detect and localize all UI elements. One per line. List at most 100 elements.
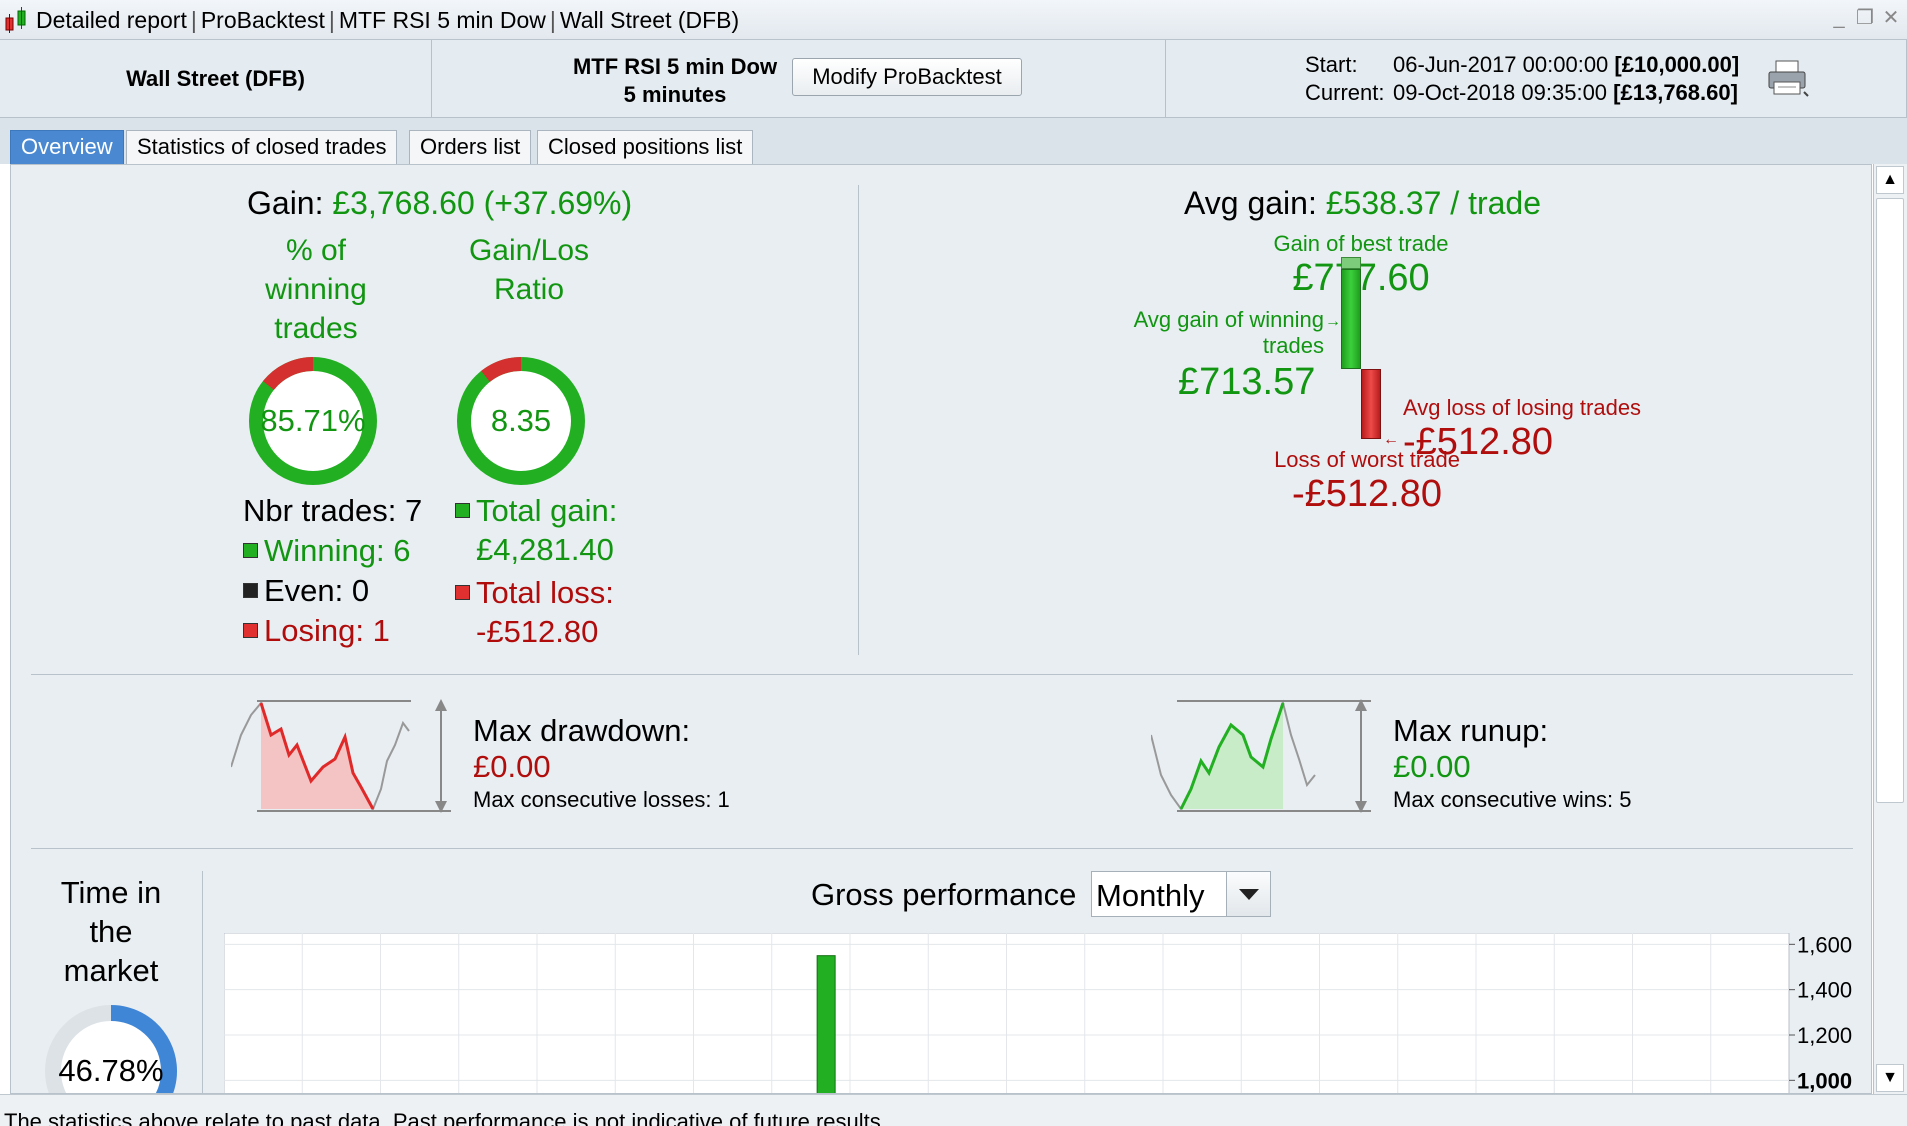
gain-summary: Gain: £3,768.60 (+37.69%) [247, 185, 632, 222]
avg-win-value: £713.57 [1178, 361, 1316, 403]
totals: Total gain: £4,281.40 Total loss: -£512.… [455, 491, 617, 651]
tab-bar: Overview Statistics of closed trades Ord… [0, 118, 1907, 164]
candlestick-app-icon [5, 7, 26, 33]
chart-y-tick-label: 1,600 [1797, 933, 1852, 957]
chart-y-tick-label: 1,400 [1797, 978, 1852, 1003]
chart-bar [816, 955, 836, 1093]
vertical-scrollbar[interactable]: ▲ ▼ [1873, 164, 1907, 1094]
avg-gain-label: Avg gain: [1184, 185, 1317, 221]
winning-count: Winning: 6 [264, 533, 411, 568]
trade-counts: Nbr trades: 7 Winning: 6 Even: 0 Losing:… [243, 491, 422, 651]
max-consecutive-wins: Max consecutive wins: 5 [1393, 787, 1632, 812]
worst-trade-label: Loss of worst trade [1274, 447, 1460, 472]
gross-performance-label: Gross performance [811, 877, 1077, 912]
chart-y-ticks: 1,600 1,400 1,200 1,000 [1789, 933, 1852, 1093]
period-cell: Start: 06-Jun-2017 00:00:00 [£10,000.00]… [1166, 40, 1907, 118]
max-consecutive-losses: Max consecutive losses: 1 [473, 787, 730, 812]
best-trade-label: Gain of best trade [1273, 231, 1449, 256]
total-gain-legend-square [455, 503, 470, 519]
period-select[interactable]: Monthly [1091, 871, 1271, 917]
current-value: 09-Oct-2018 09:35:00 [£13,768.60] [1393, 80, 1738, 105]
nbr-trades: Nbr trades: 7 [243, 493, 423, 528]
chevron-down-icon[interactable] [1226, 872, 1270, 916]
time-in-market-value: 46.78% [58, 1053, 163, 1088]
start-value: 06-Jun-2017 00:00:00 [£10,000.00] [1393, 52, 1740, 77]
losing-count: Losing: 1 [264, 613, 390, 648]
avg-win-label: Avg gain of winning trades [1133, 307, 1324, 358]
strategy-info: MTF RSI 5 min Dow 5 minutes [560, 53, 790, 109]
avg-win-arrow-icon: → [1325, 313, 1341, 330]
avg-win-bar [1341, 269, 1361, 369]
scroll-down-icon[interactable]: ▼ [1876, 1064, 1904, 1092]
start-label: Start: [1305, 52, 1358, 77]
tab-overview[interactable]: Overview [10, 130, 124, 164]
strategy-name: MTF RSI 5 min Dow [572, 54, 778, 79]
avg-gain-summary: Avg gain: £538.37 / trade [1184, 185, 1541, 222]
minimize-icon[interactable]: _ [1833, 7, 1845, 29]
section-divider-v2 [202, 871, 203, 1093]
winning-pct-value: 85.71% [260, 403, 365, 438]
drawdown-sparkline-icon [231, 699, 451, 813]
max-drawdown-value: £0.00 [473, 749, 551, 784]
footer: The statistics above relate to past data… [0, 1094, 1907, 1126]
chart-bars [816, 955, 836, 1093]
runup-sparkline-icon [1151, 699, 1371, 813]
section-divider-h2 [31, 848, 1853, 849]
time-in-market-label: Time in the market [60, 875, 162, 988]
worst-trade-value: -£512.80 [1291, 473, 1442, 515]
close-icon[interactable]: ✕ [1882, 7, 1900, 29]
gain-loss-ratio-label: Gain/Los Ratio [468, 234, 590, 306]
best-trade-bar-cap [1341, 257, 1361, 269]
tab-statistics-closed-trades[interactable]: Statistics of closed trades [126, 130, 398, 164]
instrument-name: Wall Street (DFB) [0, 40, 432, 118]
printer-icon[interactable] [1766, 58, 1810, 98]
scroll-up-icon[interactable]: ▲ [1876, 166, 1904, 194]
section-divider [858, 185, 859, 655]
winning-pct-donut: 85.71% [249, 357, 377, 485]
gross-performance-chart: 1,600 1,400 1,200 1,000 [224, 933, 1852, 1093]
tab-closed-positions-list[interactable]: Closed positions list [537, 130, 754, 164]
total-loss-label: Total loss: [476, 575, 614, 610]
chart-y-tick-label: 1,200 [1797, 1023, 1852, 1048]
even-legend-square [243, 583, 258, 599]
report-header: Wall Street (DFB) MTF RSI 5 min Dow 5 mi… [0, 40, 1907, 118]
avg-loss-arrow-icon: ← [1383, 431, 1399, 448]
best-trade-value: £777.60 [1292, 257, 1430, 299]
section-divider-h1 [31, 674, 1853, 675]
gain-value: £3,768.60 [332, 185, 475, 221]
even-count: Even: 0 [264, 573, 370, 608]
title-part-report: Detailed report [36, 7, 187, 33]
gain-percent: (+37.69%) [483, 185, 633, 221]
winning-legend-square [243, 543, 258, 559]
avg-loss-bar [1361, 369, 1381, 439]
max-runup-label: Max runup: [1393, 713, 1549, 748]
chart-y-tick-label: 1,000 [1797, 1068, 1852, 1093]
avg-gain-value: £538.37 / trade [1325, 185, 1542, 221]
winning-pct-label: % of winning trades [265, 234, 367, 345]
gain-loss-ratio-value: 8.35 [491, 403, 551, 438]
title-part-probacktest: ProBacktest [200, 7, 325, 33]
gain-label: Gain: [247, 185, 324, 221]
period-select-value: Monthly [1096, 878, 1205, 913]
current-label: Current: [1305, 80, 1385, 105]
title-part-instrument: Wall Street (DFB) [559, 7, 740, 33]
disclaimer-text: The statistics above relate to past data… [4, 1109, 887, 1126]
title-bar: Detailed report | ProBacktest | MTF RSI 5 mi… [0, 0, 1907, 40]
total-gain-label: Total gain: [476, 493, 618, 528]
strategy-cell: MTF RSI 5 min Dow 5 minutes Modify ProBa… [432, 40, 1166, 118]
overview-panel: Gain: £3,768.60 (+37.69%) % of winning t… [10, 164, 1872, 1094]
window-title: Detailed report | ProBacktest | MTF RSI 5 mi… [36, 7, 740, 33]
time-in-market-donut: 46.78% [45, 1005, 177, 1093]
losing-legend-square [243, 623, 258, 639]
chart-grid [224, 933, 1789, 1093]
avg-loss-value: -£512.80 [1403, 421, 1554, 463]
tab-orders-list[interactable]: Orders list [409, 130, 532, 164]
total-gain-value: £4,281.40 [476, 532, 614, 567]
restore-icon[interactable]: ❐ [1856, 7, 1874, 29]
scrollbar-thumb[interactable] [1876, 198, 1904, 803]
max-drawdown-label: Max drawdown: [473, 713, 691, 748]
total-loss-legend-square [455, 585, 470, 601]
modify-probacktest-button[interactable]: Modify ProBacktest [792, 58, 1022, 96]
gain-loss-ratio-donut: 8.35 [457, 357, 585, 485]
total-loss-value: -£512.80 [476, 614, 599, 649]
